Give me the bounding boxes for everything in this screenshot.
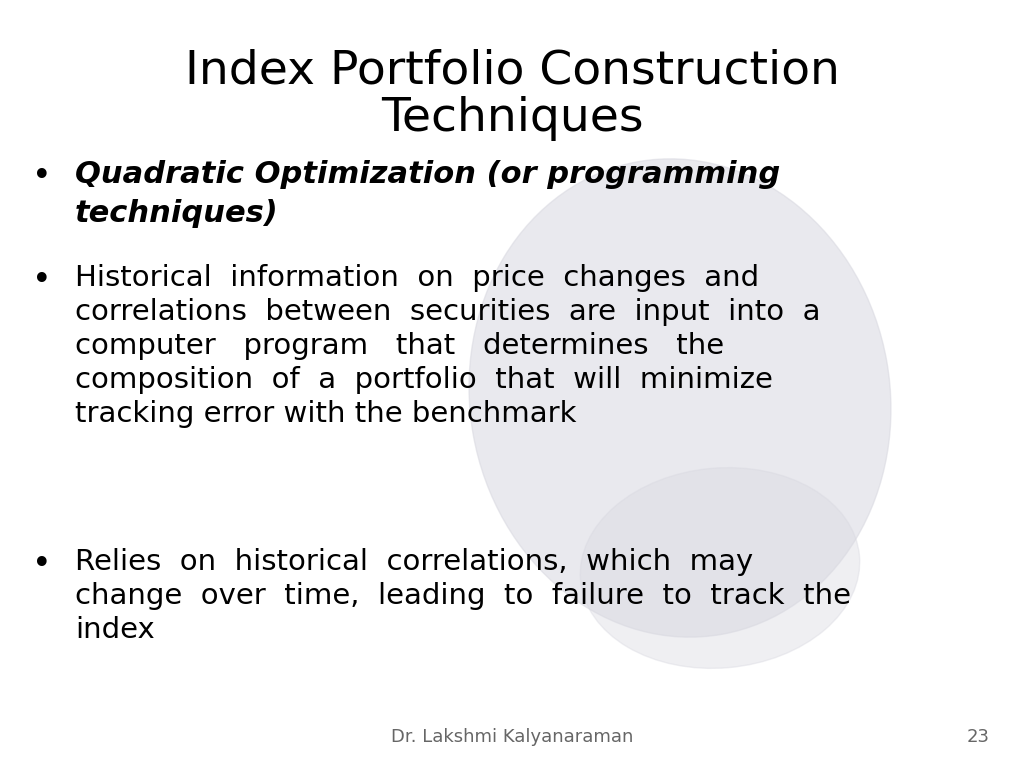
Text: Dr. Lakshmi Kalyanaraman: Dr. Lakshmi Kalyanaraman [391, 728, 633, 746]
Text: Historical  information  on  price  changes  and: Historical information on price changes … [75, 264, 759, 292]
Text: computer   program   that   determines   the: computer program that determines the [75, 332, 724, 360]
Text: •: • [32, 160, 52, 193]
Text: composition  of  a  portfolio  that  will  minimize: composition of a portfolio that will min… [75, 366, 773, 394]
Ellipse shape [469, 159, 891, 637]
Text: •: • [32, 548, 52, 581]
Text: Techniques: Techniques [381, 96, 643, 141]
Text: 23: 23 [967, 728, 990, 746]
Text: index: index [75, 616, 155, 644]
Text: tracking error with the benchmark: tracking error with the benchmark [75, 400, 577, 428]
Text: •: • [32, 264, 52, 297]
Text: Relies  on  historical  correlations,  which  may: Relies on historical correlations, which… [75, 548, 754, 576]
Text: Quadratic Optimization (or programming
techniques): Quadratic Optimization (or programming t… [75, 160, 780, 228]
Text: correlations  between  securities  are  input  into  a: correlations between securities are inpu… [75, 298, 820, 326]
Text: Index Portfolio Construction: Index Portfolio Construction [184, 48, 840, 93]
Text: change  over  time,  leading  to  failure  to  track  the: change over time, leading to failure to … [75, 582, 851, 610]
Ellipse shape [581, 468, 860, 668]
